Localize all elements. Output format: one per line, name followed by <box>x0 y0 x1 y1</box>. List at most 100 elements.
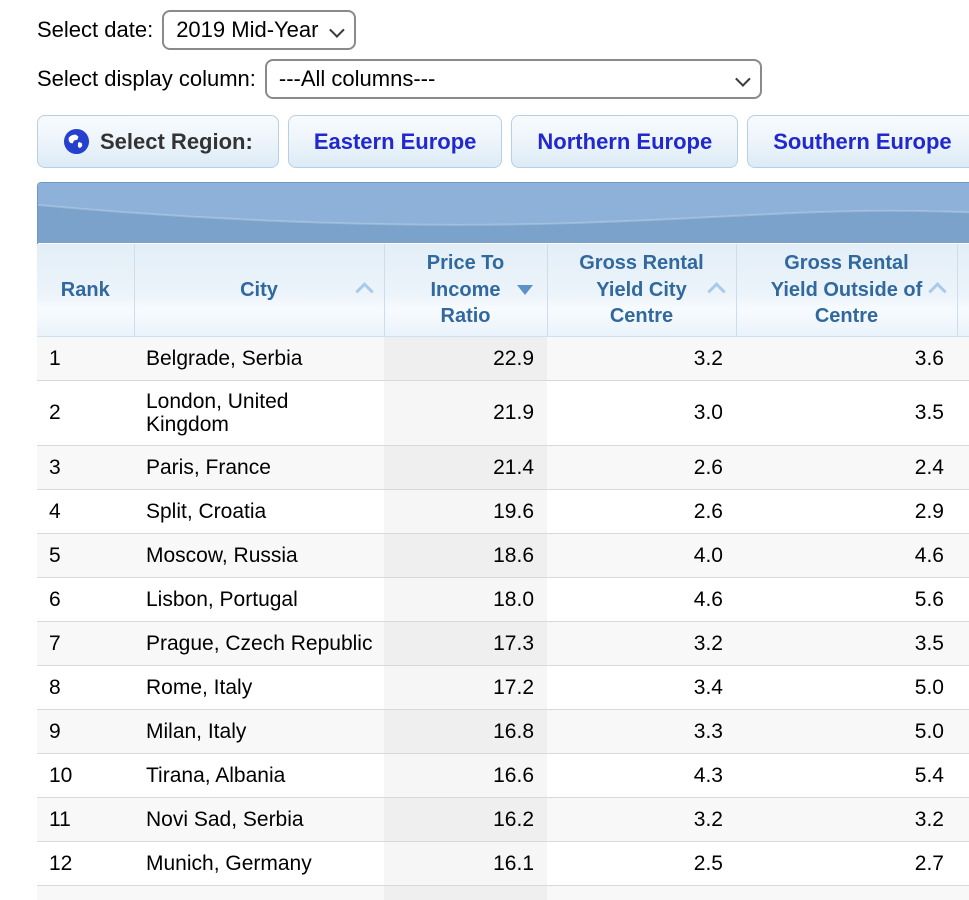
table-top-banner <box>37 182 969 244</box>
city-cell: Munich, Germany <box>146 851 312 875</box>
region-button-eastern-europe[interactable]: Eastern Europe <box>287 115 503 168</box>
chevron-down-icon <box>329 22 346 38</box>
rank-cell <box>37 885 134 900</box>
table-row: 4 Split, Croatia 19.6 2.6 2.9 <box>37 489 969 533</box>
yield-city-centre-cell <box>547 885 736 900</box>
sort-asc-icon <box>354 281 374 301</box>
region-button-southern-europe[interactable]: Southern Europe <box>747 115 969 168</box>
table-row: 5 Moscow, Russia 18.6 4.0 4.6 <box>37 533 969 577</box>
yield-outside-centre-cell: 3.5 <box>914 631 944 655</box>
price-to-income-cell: 16.2 <box>384 797 547 841</box>
cut-column-cell <box>957 753 969 797</box>
cut-column-cell <box>957 665 969 709</box>
region-bar: Select Region: Eastern Europe Northern E… <box>37 115 969 168</box>
yield-city-centre-cell: 3.2 <box>693 631 723 655</box>
select-region-button[interactable]: Select Region: <box>37 115 279 168</box>
city-cell: Prague, Czech Republic <box>146 631 373 655</box>
rank-cell: 12 <box>49 851 73 875</box>
price-to-income-cell <box>384 885 547 900</box>
price-to-income-cell: 18.6 <box>384 533 547 577</box>
rank-cell: 8 <box>49 675 61 699</box>
select-region-label: Select Region: <box>100 128 253 154</box>
yield-outside-centre-cell: 3.6 <box>914 346 944 370</box>
yield-outside-centre-cell: 5.0 <box>914 719 944 743</box>
price-to-income-cell: 17.2 <box>384 665 547 709</box>
city-cell: Tirana, Albania <box>146 763 286 787</box>
city-cell: Moscow, Russia <box>146 543 298 567</box>
yield-outside-centre-cell: 4.6 <box>914 543 944 567</box>
yield-outside-centre-cell: 3.2 <box>914 807 944 831</box>
header-rank[interactable]: Rank <box>37 244 135 337</box>
cut-column-cell <box>957 841 969 885</box>
cut-column-cell <box>957 621 969 665</box>
table-row: 12 Munich, Germany 16.1 2.5 2.7 <box>37 841 969 885</box>
price-to-income-cell: 18.0 <box>384 577 547 621</box>
price-to-income-cell: 22.9 <box>384 336 547 380</box>
cut-column-cell <box>957 489 969 533</box>
cut-column-cell <box>957 709 969 753</box>
header-gross-rental-yield-outside-centre[interactable]: Gross Rental Yield Outside of Centre <box>736 244 958 337</box>
date-select-label: Select date: <box>37 17 154 42</box>
rank-cell: 9 <box>49 719 61 743</box>
city-cell: Paris, France <box>146 455 271 479</box>
yield-outside-centre-cell: 2.4 <box>914 455 944 479</box>
rank-cell: 3 <box>49 455 61 479</box>
table-row: 3 Paris, France 21.4 2.6 2.4 <box>37 445 969 489</box>
sort-desc-icon <box>516 284 533 295</box>
globe-icon <box>63 128 90 155</box>
yield-city-centre-cell: 3.2 <box>693 346 723 370</box>
table-row: 2 London, United Kingdom 21.9 3.0 3.5 <box>37 380 969 445</box>
price-to-income-cell: 21.9 <box>384 380 547 445</box>
table-row: 9 Milan, Italy 16.8 3.3 5.0 <box>37 709 969 753</box>
yield-outside-centre-cell: 2.7 <box>914 851 944 875</box>
header-gross-rental-yield-city-centre[interactable]: Gross Rental Yield City Centre <box>547 244 737 337</box>
city-cell: Belgrade, Serbia <box>146 346 303 370</box>
rank-cell: 4 <box>49 499 61 523</box>
yield-city-centre-cell: 4.0 <box>693 543 723 567</box>
table-row: 11 Novi Sad, Serbia 16.2 3.2 3.2 <box>37 797 969 841</box>
table-row: 1 Belgrade, Serbia 22.9 3.2 3.6 <box>37 336 969 380</box>
cut-column-cell <box>957 533 969 577</box>
header-cut-column[interactable] <box>957 244 969 337</box>
table-row <box>37 885 969 900</box>
yield-city-centre-cell: 3.2 <box>693 807 723 831</box>
column-select-value: ---All columns--- <box>278 66 436 91</box>
rank-cell: 6 <box>49 587 61 611</box>
city-cell: Split, Croatia <box>146 499 267 523</box>
sort-asc-icon <box>706 281 726 301</box>
price-to-income-cell: 21.4 <box>384 445 547 489</box>
price-to-income-cell: 16.1 <box>384 841 547 885</box>
yield-city-centre-cell: 4.3 <box>693 763 723 787</box>
city-ranking-table-wrap: Rank City Price To Income Ratio Gross Re… <box>37 182 969 900</box>
region-button-northern-europe[interactable]: Northern Europe <box>511 115 739 168</box>
yield-outside-centre-cell: 5.4 <box>914 763 944 787</box>
city-cell: Lisbon, Portugal <box>146 587 298 611</box>
city-cell <box>134 885 384 900</box>
yield-city-centre-cell: 3.4 <box>693 675 723 699</box>
date-select-value: 2019 Mid-Year <box>176 17 319 42</box>
rank-cell: 10 <box>49 763 73 787</box>
yield-city-centre-cell: 2.6 <box>693 455 723 479</box>
yield-city-centre-cell: 4.6 <box>693 587 723 611</box>
table-row: 6 Lisbon, Portugal 18.0 4.6 5.6 <box>37 577 969 621</box>
header-price-to-income-ratio[interactable]: Price To Income Ratio <box>384 244 548 337</box>
price-to-income-cell: 19.6 <box>384 489 547 533</box>
rank-cell: 11 <box>49 807 71 831</box>
yield-city-centre-cell: 3.0 <box>693 401 723 424</box>
header-city[interactable]: City <box>134 244 385 337</box>
city-cell: London, United Kingdom <box>146 389 289 436</box>
wave-decoration <box>38 183 969 243</box>
date-select[interactable]: 2019 Mid-Year <box>162 10 357 50</box>
cut-column-cell <box>957 577 969 621</box>
rank-cell: 2 <box>49 401 61 424</box>
city-cell: Milan, Italy <box>146 719 247 743</box>
table-row: 8 Rome, Italy 17.2 3.4 5.0 <box>37 665 969 709</box>
column-select-label: Select display column: <box>37 66 256 91</box>
yield-city-centre-cell: 3.3 <box>693 719 723 743</box>
price-to-income-cell: 16.8 <box>384 709 547 753</box>
column-select[interactable]: ---All columns--- <box>264 59 762 99</box>
yield-outside-centre-cell: 5.0 <box>914 675 944 699</box>
yield-city-centre-cell: 2.6 <box>693 499 723 523</box>
yield-outside-centre-cell <box>736 885 957 900</box>
